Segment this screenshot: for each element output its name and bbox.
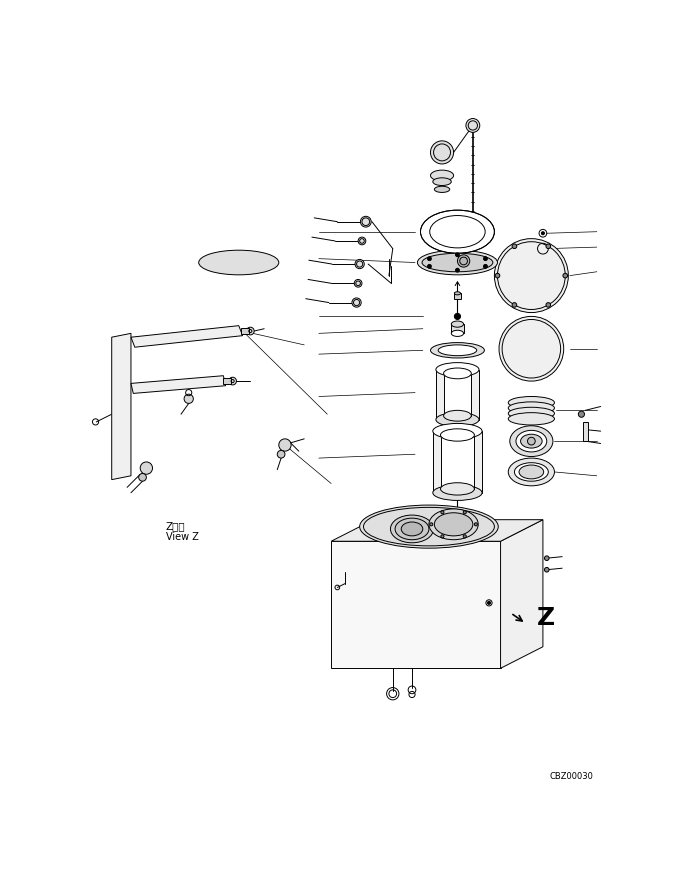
Circle shape bbox=[455, 253, 459, 257]
Ellipse shape bbox=[508, 458, 555, 486]
Circle shape bbox=[139, 473, 147, 481]
Ellipse shape bbox=[508, 402, 555, 414]
Circle shape bbox=[455, 268, 459, 272]
Text: CBZ00030: CBZ00030 bbox=[549, 772, 593, 781]
Polygon shape bbox=[331, 519, 543, 542]
Bar bbox=[451, 324, 464, 334]
Ellipse shape bbox=[451, 330, 464, 336]
Circle shape bbox=[463, 535, 466, 538]
Ellipse shape bbox=[418, 250, 498, 275]
Text: Z: Z bbox=[537, 606, 555, 630]
Circle shape bbox=[512, 244, 517, 249]
Circle shape bbox=[544, 556, 549, 560]
Ellipse shape bbox=[455, 292, 461, 295]
Circle shape bbox=[546, 244, 550, 249]
Bar bbox=[223, 378, 231, 384]
Ellipse shape bbox=[508, 412, 555, 425]
Ellipse shape bbox=[199, 250, 279, 275]
Circle shape bbox=[247, 327, 254, 335]
Circle shape bbox=[528, 437, 535, 445]
Circle shape bbox=[512, 303, 517, 307]
Circle shape bbox=[494, 239, 569, 312]
Circle shape bbox=[427, 257, 432, 260]
Ellipse shape bbox=[434, 186, 450, 192]
Ellipse shape bbox=[430, 170, 454, 181]
Circle shape bbox=[430, 523, 433, 526]
Circle shape bbox=[361, 216, 371, 227]
Ellipse shape bbox=[359, 505, 498, 548]
Circle shape bbox=[544, 567, 549, 572]
Circle shape bbox=[352, 298, 361, 307]
Ellipse shape bbox=[429, 509, 478, 540]
Circle shape bbox=[441, 511, 444, 514]
Bar bbox=[433, 431, 482, 493]
Ellipse shape bbox=[510, 426, 553, 457]
Circle shape bbox=[475, 523, 477, 526]
Polygon shape bbox=[331, 542, 500, 668]
Circle shape bbox=[140, 462, 152, 474]
Polygon shape bbox=[131, 376, 226, 394]
Ellipse shape bbox=[363, 507, 494, 546]
Circle shape bbox=[455, 313, 461, 319]
Circle shape bbox=[430, 141, 454, 164]
Circle shape bbox=[484, 257, 487, 260]
Ellipse shape bbox=[451, 321, 464, 327]
Circle shape bbox=[563, 273, 568, 278]
Circle shape bbox=[578, 412, 584, 418]
Ellipse shape bbox=[521, 435, 542, 448]
Bar bbox=[443, 373, 471, 416]
Ellipse shape bbox=[508, 396, 555, 409]
Ellipse shape bbox=[420, 210, 494, 253]
Ellipse shape bbox=[422, 253, 493, 272]
Text: Z视图: Z视图 bbox=[165, 521, 186, 531]
Circle shape bbox=[427, 265, 432, 268]
Ellipse shape bbox=[438, 345, 477, 356]
Circle shape bbox=[463, 511, 466, 514]
Circle shape bbox=[355, 259, 364, 269]
Polygon shape bbox=[112, 334, 131, 480]
Ellipse shape bbox=[441, 482, 475, 495]
Ellipse shape bbox=[441, 429, 475, 441]
Circle shape bbox=[279, 439, 291, 451]
Circle shape bbox=[229, 377, 236, 385]
Bar bbox=[441, 435, 475, 489]
Circle shape bbox=[457, 255, 470, 267]
Circle shape bbox=[541, 232, 544, 235]
Ellipse shape bbox=[443, 411, 471, 421]
Circle shape bbox=[277, 450, 285, 458]
Ellipse shape bbox=[430, 342, 484, 358]
Bar bbox=[241, 328, 249, 335]
Circle shape bbox=[466, 119, 480, 133]
Circle shape bbox=[499, 317, 564, 381]
Ellipse shape bbox=[395, 518, 429, 540]
Ellipse shape bbox=[514, 463, 548, 481]
Ellipse shape bbox=[516, 430, 547, 452]
Ellipse shape bbox=[443, 368, 471, 379]
Circle shape bbox=[546, 303, 550, 307]
Circle shape bbox=[354, 280, 362, 287]
Bar bbox=[583, 422, 587, 441]
Ellipse shape bbox=[436, 363, 479, 376]
Circle shape bbox=[184, 394, 193, 404]
Ellipse shape bbox=[433, 178, 451, 186]
Ellipse shape bbox=[519, 465, 543, 479]
Ellipse shape bbox=[508, 407, 555, 419]
Text: View Z: View Z bbox=[165, 533, 199, 543]
Circle shape bbox=[495, 273, 500, 278]
Circle shape bbox=[484, 265, 487, 268]
Ellipse shape bbox=[401, 522, 423, 535]
Polygon shape bbox=[500, 519, 543, 668]
Ellipse shape bbox=[433, 423, 482, 439]
Ellipse shape bbox=[436, 412, 479, 427]
Polygon shape bbox=[131, 326, 243, 347]
Ellipse shape bbox=[433, 485, 482, 500]
Bar bbox=[455, 293, 461, 299]
Bar bbox=[436, 370, 479, 419]
Ellipse shape bbox=[391, 515, 434, 543]
Circle shape bbox=[441, 535, 444, 538]
Circle shape bbox=[358, 237, 366, 245]
Circle shape bbox=[487, 601, 491, 604]
Ellipse shape bbox=[434, 512, 473, 535]
